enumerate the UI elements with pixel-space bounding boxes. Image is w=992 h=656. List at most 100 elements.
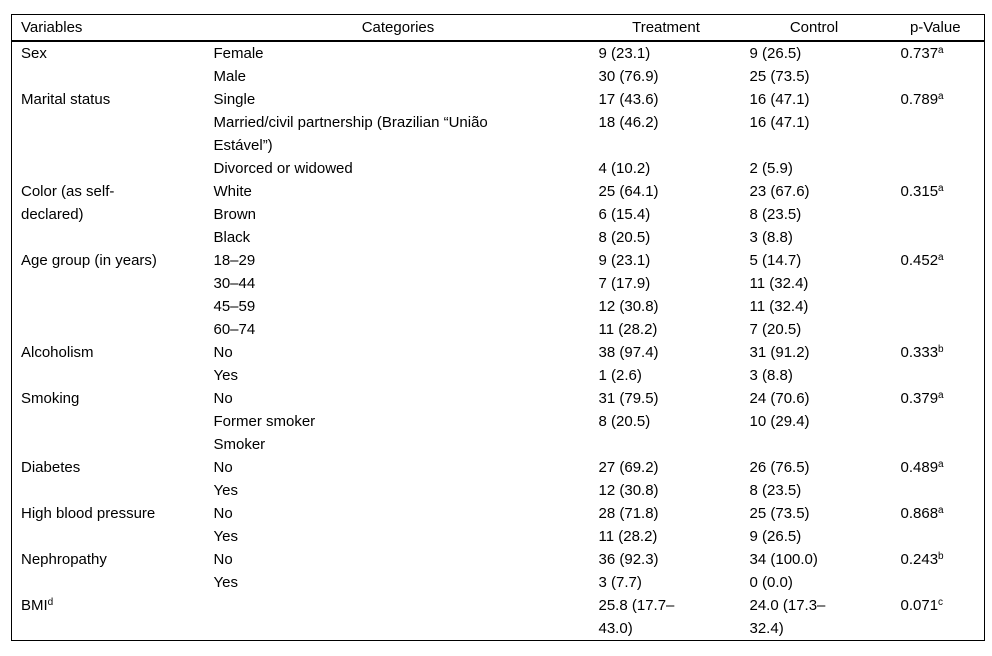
cell-text: 11 (32.4) xyxy=(749,275,809,292)
cell-text: Male xyxy=(213,68,247,85)
cell-text: Divorced or widowed xyxy=(213,160,353,177)
category-cell: Yes xyxy=(206,571,591,594)
category-cell: Male xyxy=(206,65,591,88)
control-cell: 11 (32.4) xyxy=(742,272,887,295)
cell-text: Former smoker xyxy=(213,413,316,430)
cell-text: Single xyxy=(213,91,256,108)
column-header-control: Control xyxy=(741,14,887,42)
treatment-cell: 1 (2.6) xyxy=(591,364,742,387)
column-header-treatment: Treatment xyxy=(590,14,742,42)
cell-text: Color (as self- declared) xyxy=(21,183,115,223)
cell-text: 8 (23.5) xyxy=(749,482,802,499)
treatment-cell: 28 (71.8) xyxy=(591,502,742,525)
category-cell: Yes xyxy=(206,479,591,502)
cell-text: Diabetes xyxy=(21,459,81,476)
superscript-note: a xyxy=(938,183,944,194)
table-row: Age group (in years) 18–29 9 (23.1) 5 (14.7… xyxy=(12,249,985,272)
table-row: Married/civil partnership (Brazilian “Un… xyxy=(12,111,985,157)
treatment-cell: 30 (76.9) xyxy=(591,65,742,88)
cell-text: 5 (14.7) xyxy=(749,252,802,269)
treatment-cell: 25.8 (17.7– 43.0) xyxy=(591,594,742,641)
cell-text: 3 (8.8) xyxy=(749,367,793,384)
p-value-cell: 0.868a xyxy=(887,502,985,548)
cell-text: No xyxy=(213,344,233,361)
cell-text: 0.489 xyxy=(900,459,939,476)
cell-text: 11 (28.2) xyxy=(598,321,658,338)
cell-text: 30 (76.9) xyxy=(598,68,659,85)
control-cell: 8 (23.5) xyxy=(742,203,887,226)
cell-text: 4 (10.2) xyxy=(598,160,651,177)
control-cell: 26 (76.5) xyxy=(742,456,887,479)
column-header-categories: Categories xyxy=(205,14,591,42)
cell-text: Yes xyxy=(213,528,238,545)
category-cell: Brown xyxy=(206,203,591,226)
cell-text: 1 (2.6) xyxy=(598,367,642,384)
table-row: Divorced or widowed 4 (10.2) 2 (5.9) xyxy=(12,157,985,180)
table-row: BMId 25.8 (17.7– 43.0) 24.0 (17.3– 32.4) 0.… xyxy=(12,594,985,641)
treatment-cell: 8 (20.5) xyxy=(591,410,742,433)
cell-text: 60–74 xyxy=(213,321,256,338)
cell-text: 3 (7.7) xyxy=(598,574,642,591)
treatment-cell: 18 (46.2) xyxy=(591,111,742,157)
category-cell xyxy=(206,594,591,641)
cell-text: 25 (73.5) xyxy=(749,68,810,85)
cell-text: 0.333 xyxy=(900,344,939,361)
table-row: 30–44 7 (17.9) 11 (32.4) xyxy=(12,272,985,295)
cell-text: 0.315 xyxy=(900,183,939,200)
cell-text: Sex xyxy=(21,45,47,62)
treatment-cell: 3 (7.7) xyxy=(591,571,742,594)
cell-text: Age group (in years) xyxy=(21,252,157,269)
table-row: Yes 12 (30.8) 8 (23.5) xyxy=(12,479,985,502)
cell-text: 0.452 xyxy=(900,252,939,269)
cell-text: 0.737 xyxy=(900,45,939,62)
cell-text: 25 (64.1) xyxy=(598,183,659,200)
superscript-note: a xyxy=(938,252,944,263)
cell-text: Nephropathy xyxy=(21,551,107,568)
cell-text: Yes xyxy=(213,367,238,384)
cell-text: 0.789 xyxy=(900,91,939,108)
treatment-cell: 11 (28.2) xyxy=(591,318,742,341)
p-value-cell: 0.379a xyxy=(887,387,985,456)
category-cell: No xyxy=(206,548,591,571)
header-row: Variables Categories Treatment Control p… xyxy=(11,14,985,42)
cell-text: 25 (73.5) xyxy=(749,505,810,522)
control-cell: 2 (5.9) xyxy=(742,157,887,180)
control-cell: 5 (14.7) xyxy=(742,249,887,272)
table-row: Marital status Single 17 (43.6) 16 (47.1) 0.… xyxy=(12,88,985,111)
table-row: Smoker xyxy=(12,433,985,456)
cell-text: 7 (20.5) xyxy=(749,321,802,338)
treatment-cell: 12 (30.8) xyxy=(591,295,742,318)
cell-text: 8 (20.5) xyxy=(598,413,651,430)
cell-text: 9 (23.1) xyxy=(598,252,651,269)
treatment-cell: 36 (92.3) xyxy=(591,548,742,571)
superscript-note: a xyxy=(938,390,944,401)
cell-text: Yes xyxy=(213,482,238,499)
category-cell: Female xyxy=(206,41,591,65)
table-row: Yes 11 (28.2) 9 (26.5) xyxy=(12,525,985,548)
table-row: Black 8 (20.5) 3 (8.8) xyxy=(12,226,985,249)
p-value-cell: 0.737a xyxy=(887,41,985,88)
treatment-cell: 6 (15.4) xyxy=(591,203,742,226)
cell-text: 11 (28.2) xyxy=(598,528,658,545)
cell-text: Smoking xyxy=(21,390,80,407)
table-row: Male 30 (76.9) 25 (73.5) xyxy=(12,65,985,88)
cell-text: 9 (26.5) xyxy=(749,45,802,62)
control-cell: 16 (47.1) xyxy=(742,88,887,111)
cell-text: 16 (47.1) xyxy=(749,91,810,108)
control-cell: 3 (8.8) xyxy=(742,364,887,387)
category-cell: Divorced or widowed xyxy=(206,157,591,180)
p-value-cell: 0.489a xyxy=(887,456,985,502)
treatment-cell: 9 (23.1) xyxy=(591,249,742,272)
superscript-note: a xyxy=(938,505,944,516)
p-value-cell: 0.315a xyxy=(887,180,985,249)
cell-text: 24 (70.6) xyxy=(749,390,810,407)
cell-text: 30–44 xyxy=(213,275,256,292)
cell-text: No xyxy=(213,505,233,522)
table-row: High blood pressure No 28 (71.8) 25 (73.5) 0… xyxy=(12,502,985,525)
superscript-note: b xyxy=(938,344,944,355)
variable-cell: High blood pressure xyxy=(12,502,206,548)
superscript-note: a xyxy=(938,459,944,470)
table-row: Yes 3 (7.7) 0 (0.0) xyxy=(12,571,985,594)
cell-text: 28 (71.8) xyxy=(598,505,659,522)
cell-text: 27 (69.2) xyxy=(598,459,659,476)
